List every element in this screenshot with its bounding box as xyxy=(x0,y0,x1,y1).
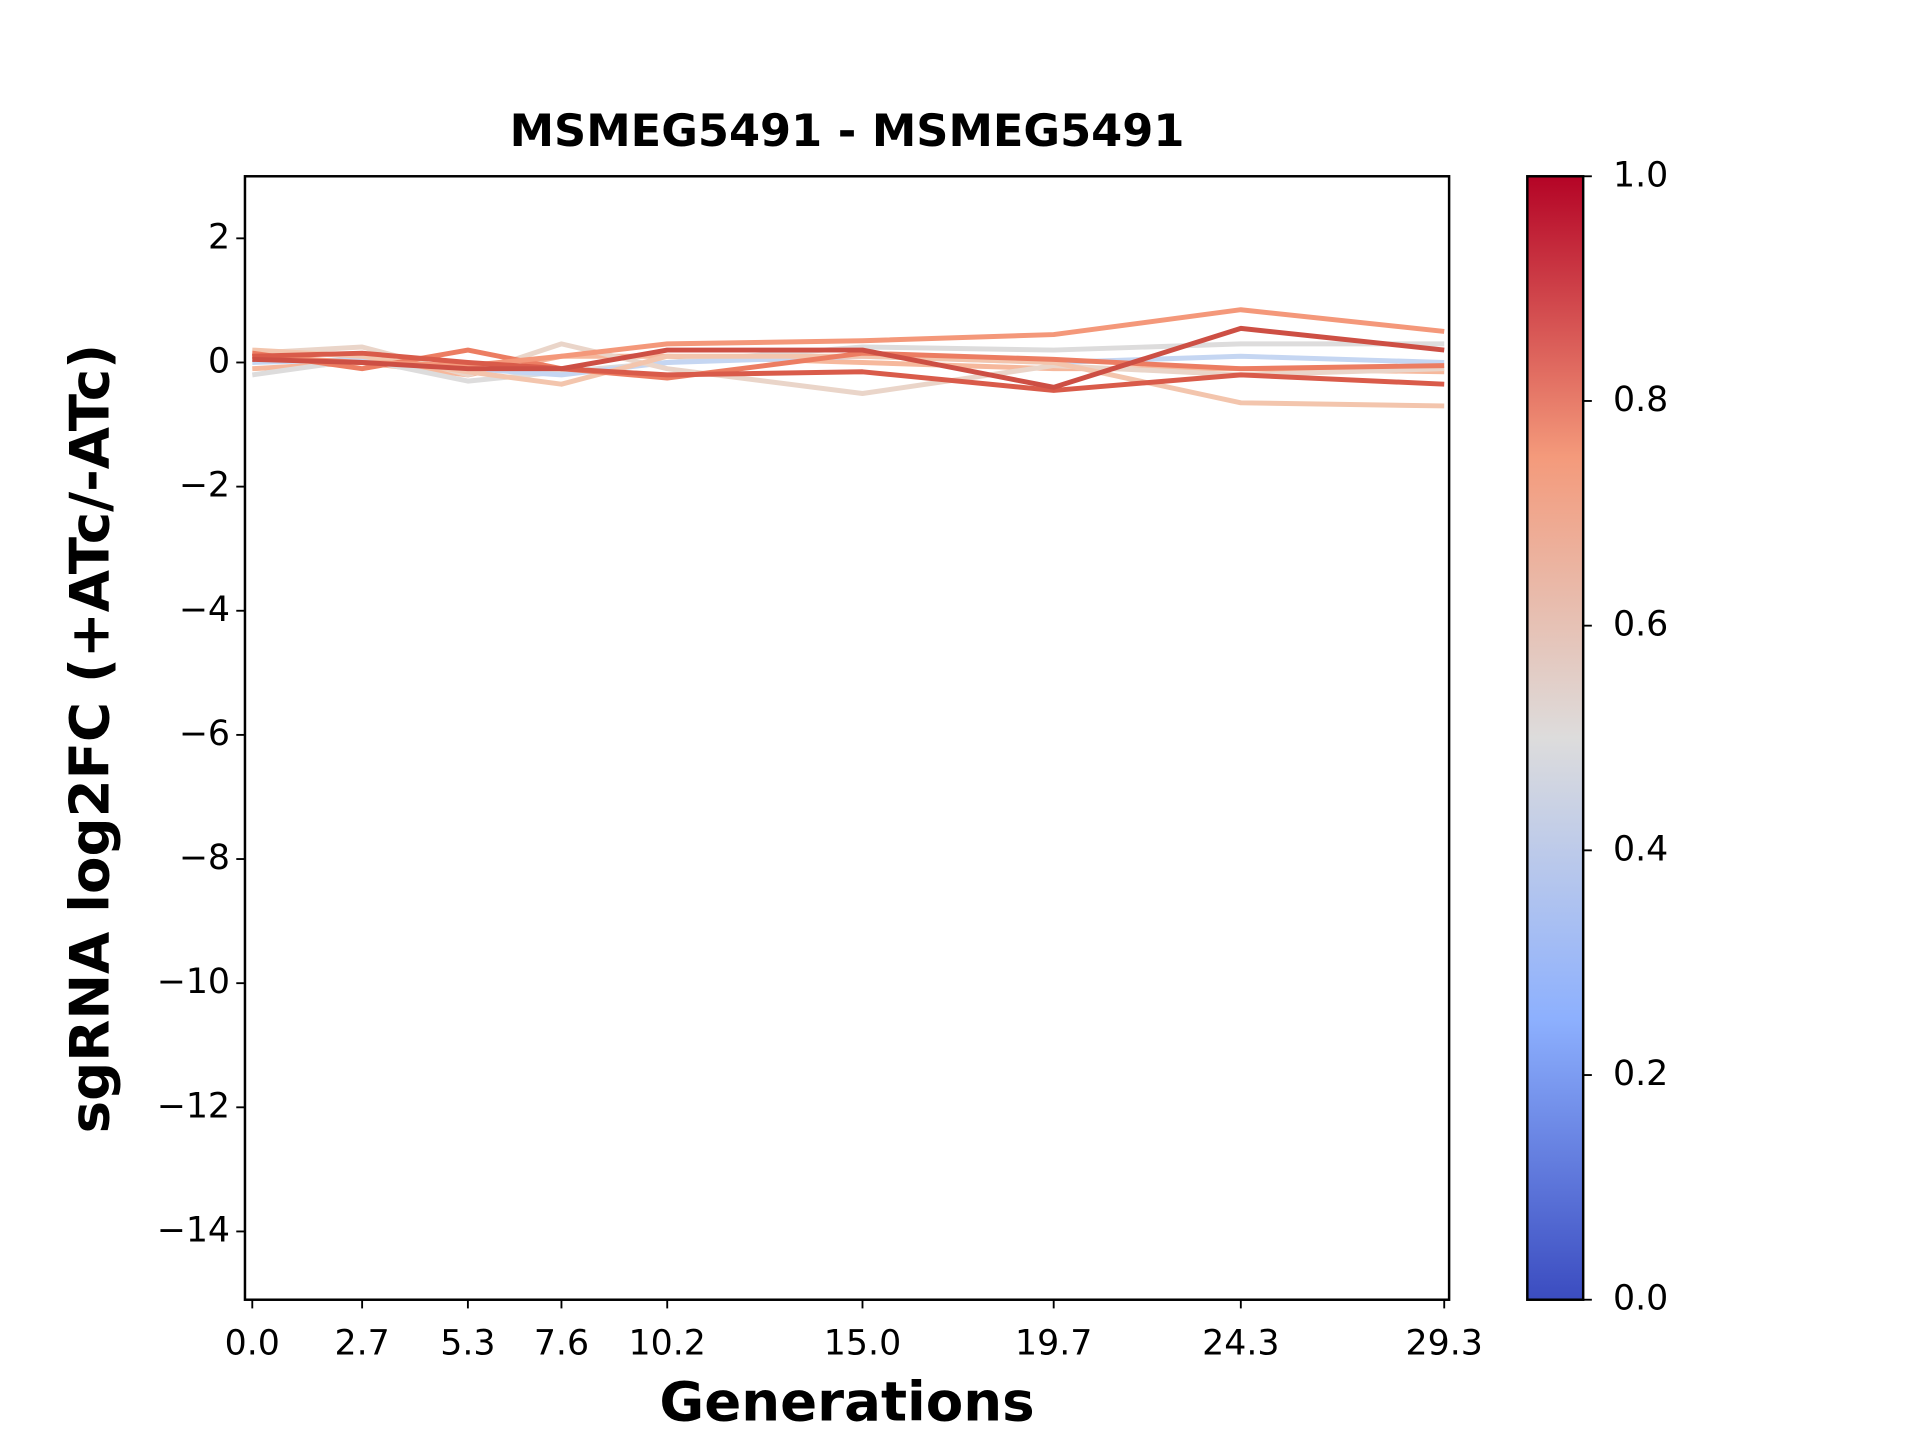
colorbar-tick-label: 0.0 xyxy=(1613,1279,1668,1319)
x-tick-label: 5.3 xyxy=(440,1323,495,1363)
x-tick-label: 7.6 xyxy=(534,1323,589,1363)
colorbar-tick-label: 0.4 xyxy=(1613,829,1668,869)
x-tick-label: 15.0 xyxy=(824,1323,901,1363)
y-tick-label: −12 xyxy=(157,1086,230,1126)
colorbar xyxy=(1526,175,1585,1301)
colorbar-tick-label: 1.0 xyxy=(1613,155,1668,195)
y-axis-label: sgRNA log2FC (+ATc/-ATc) xyxy=(58,344,122,1133)
y-tick-label: −4 xyxy=(179,590,230,630)
y-tick-label: −6 xyxy=(179,714,230,754)
y-tick-label: −2 xyxy=(179,466,230,506)
x-tick-label: 19.7 xyxy=(1015,1323,1092,1363)
chart-title: MSMEG5491 - MSMEG5491 xyxy=(510,105,1185,157)
y-tick-label: −10 xyxy=(157,962,230,1002)
series-line xyxy=(252,325,1445,390)
x-tick-label: 29.3 xyxy=(1406,1323,1483,1363)
colorbar-tick-label: 0.8 xyxy=(1613,380,1668,420)
x-tick-label: 24.3 xyxy=(1202,1323,1279,1363)
x-tick-label: 2.7 xyxy=(334,1323,389,1363)
x-axis-label: Generations xyxy=(659,1369,1034,1433)
x-tick-label: 10.2 xyxy=(629,1323,706,1363)
y-tick-label: −14 xyxy=(157,1210,230,1250)
colorbar-tick-label: 0.6 xyxy=(1613,605,1668,645)
colorbar-tick-label: 0.2 xyxy=(1613,1054,1668,1094)
y-tick-label: −8 xyxy=(179,838,230,878)
series-line xyxy=(252,350,1445,393)
y-tick-label: 2 xyxy=(208,217,230,257)
x-tick-label: 0.0 xyxy=(225,1323,280,1363)
y-tick-label: 0 xyxy=(208,341,230,381)
plot-frame xyxy=(243,175,1451,1301)
